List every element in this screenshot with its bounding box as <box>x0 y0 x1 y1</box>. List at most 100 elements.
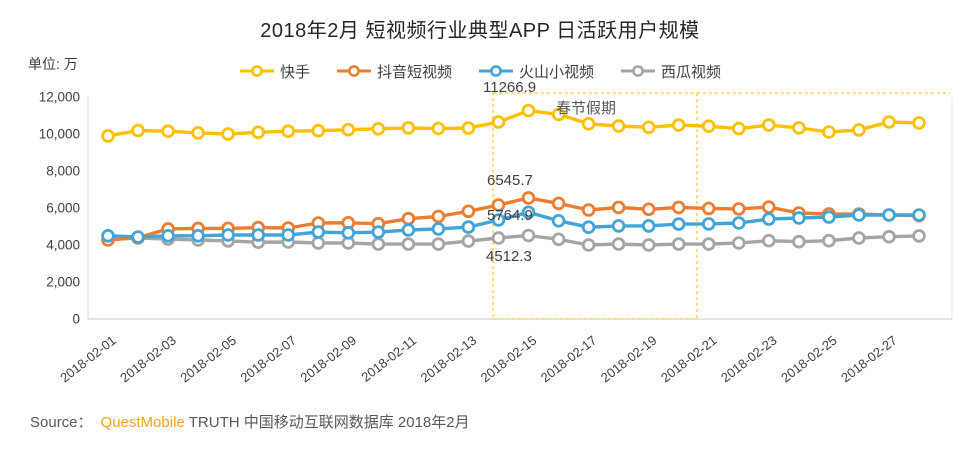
x-axis-tick-label: 2018-02-03 <box>117 333 179 386</box>
data-point-marker-huoshan <box>822 210 836 224</box>
peak-value-douyin: 6545.7 <box>487 172 533 189</box>
data-point-marker-huoshan <box>551 214 566 228</box>
data-point-marker-huoshan <box>701 217 716 231</box>
data-point-marker-huoshan <box>161 229 175 243</box>
data-point-marker-kuaishou <box>761 118 776 132</box>
data-point-marker-huoshan <box>671 217 686 231</box>
data-point-marker-kuaishou <box>131 123 145 138</box>
y-axis-tick-label: 12,000 <box>39 90 80 105</box>
data-point-marker-xigua <box>792 234 806 249</box>
data-point-marker-xigua <box>611 237 626 251</box>
data-point-marker-kuaishou <box>281 124 296 138</box>
data-point-marker-huoshan <box>912 208 926 222</box>
data-point-marker-kuaishou <box>912 116 926 130</box>
y-axis-tick-label: 10,000 <box>39 127 80 142</box>
data-point-marker-kuaishou <box>221 127 235 141</box>
y-axis-tick-label: 4,000 <box>46 238 80 253</box>
series-huoshan <box>101 205 926 244</box>
data-point-marker-kuaishou <box>401 121 416 135</box>
data-point-marker-douyin <box>731 202 746 216</box>
data-point-marker-huoshan <box>461 220 476 234</box>
data-point-marker-kuaishou <box>341 122 356 137</box>
data-point-marker-huoshan <box>401 223 416 237</box>
source-brand: QuestMobile <box>100 414 185 431</box>
legend: 快手 抖音短视频 火山小视频 西瓜视频 <box>0 60 960 82</box>
legend-marker-douyin <box>336 65 371 77</box>
data-point-marker-douyin <box>701 201 716 216</box>
data-point-marker-huoshan <box>221 228 235 242</box>
x-axis-tick-label: 2018-02-21 <box>658 333 720 386</box>
data-point-marker-douyin <box>581 203 596 217</box>
peak-value-xigua: 4512.3 <box>486 248 532 265</box>
legend-marker-kuaishou <box>239 65 274 77</box>
data-point-marker-xigua <box>822 233 836 248</box>
data-point-marker-kuaishou <box>101 129 115 143</box>
data-point-marker-huoshan <box>792 211 806 225</box>
legend-label-douyin: 抖音短视频 <box>376 63 452 81</box>
data-point-marker-kuaishou <box>701 119 716 133</box>
data-point-marker-xigua <box>641 238 656 252</box>
data-point-marker-huoshan <box>131 230 145 244</box>
data-point-marker-kuaishou <box>311 123 326 138</box>
x-axis-tick-label: 2018-02-07 <box>237 333 299 386</box>
data-point-marker-huoshan <box>611 219 626 233</box>
data-point-marker-kuaishou <box>371 122 386 136</box>
y-axis-tick-label: 2,000 <box>46 275 80 290</box>
data-point-marker-douyin <box>761 200 776 214</box>
data-point-marker-huoshan <box>251 228 266 242</box>
series-line-xigua <box>107 233 920 247</box>
y-axis-tick-label: 0 <box>72 312 80 327</box>
data-point-marker-kuaishou <box>521 103 536 118</box>
x-axis-tick-label: 2018-02-13 <box>418 333 480 386</box>
source-prefix: Source： <box>30 414 93 431</box>
data-point-marker-douyin <box>551 196 566 211</box>
data-point-marker-kuaishou <box>551 107 566 122</box>
x-axis-tick-label: 2018-02-25 <box>778 333 840 386</box>
series-kuaishou <box>101 103 926 143</box>
data-point-marker-kuaishou <box>491 115 506 129</box>
data-point-marker-huoshan <box>311 225 326 239</box>
peak-value-huoshan: 5764.9 <box>487 207 533 224</box>
data-point-marker-huoshan <box>371 225 386 239</box>
source-line: Source： QuestMobile TRUTH 中国移动互联网数据库 2018年… <box>30 411 470 432</box>
data-point-marker-douyin <box>431 209 446 224</box>
peak-value-kuaishou: 11266.9 <box>483 79 537 96</box>
data-point-marker-kuaishou <box>822 125 836 139</box>
data-point-marker-xigua <box>431 237 446 251</box>
x-axis-tick-label: 2018-02-27 <box>838 333 900 386</box>
data-point-marker-kuaishou <box>461 121 476 135</box>
y-axis-tick-label: 6,000 <box>46 201 80 216</box>
data-point-marker-huoshan <box>882 208 896 222</box>
data-point-marker-xigua <box>912 229 926 243</box>
data-point-marker-douyin <box>461 204 476 219</box>
data-point-marker-kuaishou <box>671 118 686 132</box>
data-point-marker-huoshan <box>641 219 656 233</box>
data-point-marker-kuaishou <box>191 126 205 140</box>
data-point-marker-huoshan <box>731 216 746 230</box>
x-axis-tick-label: 2018-02-09 <box>298 333 360 386</box>
data-point-marker-douyin <box>671 200 686 215</box>
x-axis-tick-label: 2018-02-15 <box>478 333 540 386</box>
data-point-marker-huoshan <box>761 212 776 226</box>
data-point-marker-xigua <box>731 236 746 250</box>
data-point-marker-douyin <box>491 198 506 212</box>
x-axis-tick-label: 2018-02-19 <box>598 333 660 386</box>
data-point-marker-xigua <box>761 233 776 248</box>
data-point-marker-huoshan <box>521 205 536 220</box>
data-point-marker-xigua <box>491 231 506 245</box>
data-point-marker-xigua <box>461 234 476 248</box>
series-line-kuaishou <box>107 108 920 138</box>
series-line-douyin <box>107 196 920 242</box>
legend-marker-xigua <box>621 65 656 77</box>
data-point-marker-kuaishou <box>792 121 806 135</box>
data-point-marker-huoshan <box>281 228 296 242</box>
data-point-marker-kuaishou <box>882 115 896 129</box>
data-point-marker-kuaishou <box>611 119 626 133</box>
legend-label-xigua: 西瓜视频 <box>661 63 722 81</box>
legend-item-douyin: 抖音短视频 <box>336 61 452 82</box>
source-rest: TRUTH 中国移动互联网数据库 2018年2月 <box>188 414 470 431</box>
legend-item-xigua: 西瓜视频 <box>620 61 721 82</box>
data-point-marker-huoshan <box>341 226 356 240</box>
data-point-marker-xigua <box>521 228 536 243</box>
